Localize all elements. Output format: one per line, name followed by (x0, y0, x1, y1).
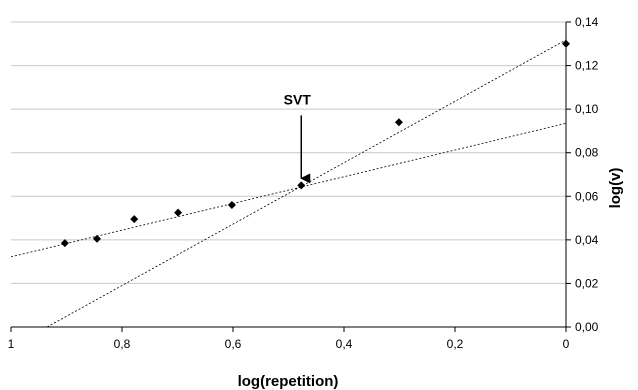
y-tick-label: 0,06 (575, 189, 599, 203)
x-axis-title: log(repetition) (238, 373, 339, 390)
annotation-label: SVT (284, 91, 312, 107)
data-point (60, 239, 69, 248)
axes: 0,00 0,02 0,04 0,06 0,08 0,10 0,12 0,14 1 0,8 0,6 0… (8, 15, 599, 351)
annotations: SVT (284, 91, 312, 184)
trendline (10, 122, 567, 258)
data-point (562, 39, 570, 48)
data-point (227, 201, 236, 209)
y-tick-label: 0,10 (575, 102, 599, 116)
data-point (174, 208, 183, 217)
trendlines (10, 39, 567, 328)
data-point (93, 234, 102, 243)
data-points (60, 39, 570, 248)
x-tick-label: 0,2 (447, 337, 464, 351)
x-tick-label: 0,4 (336, 337, 353, 351)
y-tick-label: 0,14 (575, 15, 599, 29)
data-point (130, 215, 139, 224)
x-tick-label: 0,6 (225, 337, 242, 351)
data-point (394, 118, 403, 127)
trendline (46, 39, 567, 328)
y-tick-label: 0,04 (575, 233, 599, 247)
x-tick-label: 0 (563, 337, 570, 351)
y-tick-label: 0,08 (575, 146, 599, 160)
y-tick-label: 0,02 (575, 276, 599, 290)
x-tick-label: 0,8 (114, 337, 131, 351)
y-tick-label: 0,00 (575, 320, 599, 334)
x-tick-label: 1 (8, 337, 15, 351)
y-axis-title: log(v) (607, 168, 624, 209)
data-point (297, 181, 306, 190)
y-tick-label: 0,12 (575, 59, 599, 73)
grid (11, 21, 566, 284)
